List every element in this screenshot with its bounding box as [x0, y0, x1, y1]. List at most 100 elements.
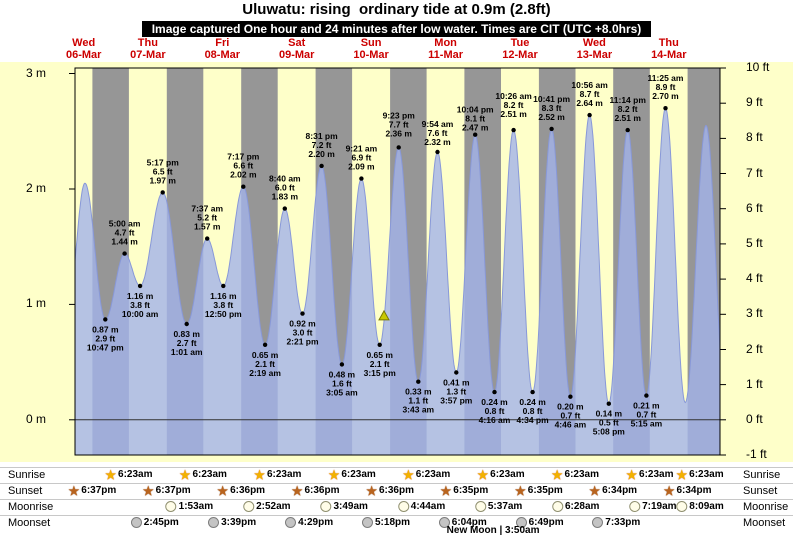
feet-tick-label: 10 ft: [746, 60, 770, 74]
tide-label-line: 7:17 pm: [227, 152, 260, 162]
tide-extreme-low: 0.65 m2.1 ft2:19 am: [249, 342, 281, 378]
tide-area: [75, 108, 720, 455]
tide-extreme-high: 9:21 am6.9 ft2.09 m: [346, 144, 378, 181]
tide-extreme-dot: [205, 236, 210, 241]
event-time: 6:37pm: [81, 485, 117, 496]
event-time: 2:52am: [256, 501, 291, 512]
moonset-moon-icon: [438, 517, 450, 528]
tide-label-line: 0.8 ft: [523, 406, 543, 416]
event-time: 6:49pm: [528, 517, 564, 528]
event-time: 4:44am: [410, 501, 446, 512]
tide-label-line: 3:43 am: [402, 405, 434, 415]
sunrise-entry: ★ 6:23am: [551, 467, 600, 482]
event-time: 7:19am: [642, 501, 677, 512]
tide-label-line: 5.2 ft: [197, 213, 217, 223]
sunset-star-icon: ★: [515, 483, 526, 498]
page-title: Uluwatu: rising ordinary tide at 0.9m (2…: [242, 1, 551, 18]
tide-label-line: 1.6 ft: [332, 378, 352, 388]
sunset-entry: ★ 6:37pm: [68, 483, 117, 498]
event-time: 5:37am: [487, 501, 523, 512]
event-time: 6:23am: [639, 469, 674, 480]
moonrise-moon-icon: [397, 501, 409, 512]
moonset-row-label-left: Moonset: [8, 517, 51, 529]
event-time: 4:29pm: [298, 517, 334, 528]
moonrise-moon-icon: [474, 501, 486, 512]
moonrise-moon-icon: [629, 501, 641, 512]
tide-label-line: 8.1 ft: [465, 114, 485, 124]
event-time: 3:49am: [333, 501, 368, 512]
tide-label-line: 5:00 am: [109, 219, 141, 229]
tide-extreme-dot: [663, 106, 668, 111]
feet-tick-label: 2 ft: [746, 341, 763, 356]
tide-extreme-dot: [122, 251, 127, 256]
moonset-entry: 3:39pm: [208, 517, 256, 528]
event-time: 6:04pm: [451, 517, 487, 528]
meter-tick-label: 3 m: [25, 65, 46, 80]
tide-label-line: 4:34 pm: [517, 415, 550, 425]
sunrise-star-icon: ★: [551, 467, 563, 482]
meter-tick-label: 2 m: [25, 181, 46, 195]
event-time: 6:23am: [118, 469, 153, 480]
tide-label-line: 8.7 ft: [580, 89, 600, 99]
feet-tick-label: 6 ft: [746, 200, 763, 215]
tide-label-line: 8.2 ft: [504, 100, 524, 110]
meter-tick-label: 1 m: [25, 296, 46, 311]
moonset-entry: 7:33pm: [592, 517, 640, 528]
moonrise-entry: 8:09am: [676, 501, 724, 512]
sunrise-entry: ★ 6:23am: [329, 469, 376, 481]
sunset-star-icon: ★: [440, 483, 452, 498]
tide-label-line: 6.0 ft: [275, 183, 295, 193]
tide-label-line: 4.7 ft: [115, 228, 135, 238]
tide-label-line: 7.2 ft: [312, 140, 332, 150]
sunrise-star-icon: ★: [402, 467, 414, 482]
tide-extreme-low: 0.83 m2.7 ft1:01 am: [171, 321, 203, 357]
tide-label-line: 8.3 ft: [542, 103, 562, 113]
tide-label-line: 2:19 am: [249, 368, 281, 378]
moonrise-moon-icon: [243, 501, 255, 512]
tide-extreme-dot: [625, 127, 630, 133]
tide-extreme-low: 0.33 m1.1 ft3:43 am: [402, 379, 435, 415]
tide-label-line: 11:25 am: [648, 73, 684, 83]
tide-extreme-dot: [221, 283, 226, 289]
sunrise-entry: ★ 6:23am: [676, 469, 723, 481]
moonrise-moon-icon: [551, 501, 563, 512]
tide-label-line: 2.09 m: [348, 162, 375, 172]
moonset-moon-icon: [592, 517, 604, 528]
tide-extreme-low: 0.20 m0.7 ft4:46 am: [555, 394, 587, 430]
tide-extreme-dot: [473, 132, 478, 137]
tide-curve: [74, 107, 721, 405]
tide-extreme-dot: [454, 370, 459, 375]
feet-tick-label: 1 ft: [746, 376, 763, 391]
sunrise-entry: ★ 6:23am: [402, 467, 450, 482]
moonset-entry: 2:45pm: [130, 517, 179, 528]
event-time: 2:45pm: [143, 517, 179, 528]
tide-extreme-high: 5:00 am4.7 ft1.44 m: [109, 219, 141, 256]
tide-extreme-dot: [137, 283, 143, 289]
day-label: Thu 07-Mar: [130, 37, 166, 61]
tide-extreme-low: 0.24 m0.8 ft4:34 pm: [517, 389, 550, 425]
tide-label-line: 1.3 ft: [446, 387, 466, 397]
sunset-row-label-left: Sunset: [8, 485, 43, 497]
sunset-entry: ★ 6:35pm: [440, 483, 489, 498]
chart-frame: [74, 67, 721, 456]
event-time: 6:23am: [564, 469, 600, 480]
moonset-entry: 4:29pm: [285, 517, 333, 528]
tide-label-line: 9:54 am: [422, 119, 454, 129]
sunset-entry: ★ 6:36pm: [366, 483, 414, 498]
tide-label-line: 2.51 m: [614, 113, 641, 123]
tide-extreme-dot: [339, 362, 345, 367]
tide-label-line: 0.5 ft: [599, 418, 619, 428]
tide-label-line: 2.1 ft: [370, 359, 390, 369]
tide-label-line: 3.0 ft: [293, 328, 313, 338]
tide-label-line: 0.24 m: [519, 397, 546, 407]
sunset-row-label-right: Sunset: [743, 485, 778, 497]
event-time: 3:39pm: [221, 517, 257, 528]
tide-label-line: 0.21 m: [633, 401, 660, 411]
sunset-star-icon: ★: [366, 483, 377, 498]
feet-tick-label: 0 ft: [746, 411, 763, 426]
tide-label-line: 2.70 m: [652, 91, 679, 101]
day-label: Tue 12-Mar: [502, 37, 538, 61]
sunset-star-icon: ★: [142, 483, 154, 498]
sunset-star-icon: ★: [68, 483, 80, 498]
tide-extreme-high: 10:56 am8.7 ft2.64 m: [571, 80, 608, 118]
